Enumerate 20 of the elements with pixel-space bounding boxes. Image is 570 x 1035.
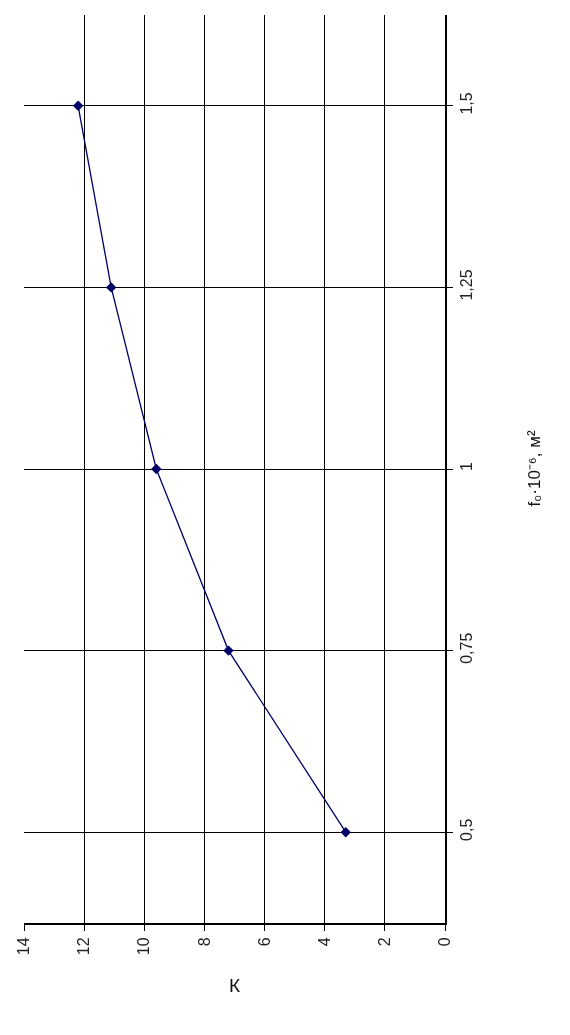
x-tick-label: 6 xyxy=(255,937,273,947)
y-tick-label: 1,25 xyxy=(458,269,476,301)
point xyxy=(151,463,162,475)
x-tick-label: 12 xyxy=(75,937,93,956)
point xyxy=(223,645,234,656)
x-tick-label: 0 xyxy=(436,937,454,947)
x-tick-label: 14 xyxy=(15,937,33,956)
y-axis-title: f₀·10⁻⁶, м² xyxy=(524,430,544,507)
point xyxy=(340,827,351,838)
y-tick-label: 1,5 xyxy=(458,92,476,115)
x-tick-label: 10 xyxy=(135,937,153,956)
y-tick-label: 1 xyxy=(458,462,476,472)
point xyxy=(106,282,117,293)
x-tick-label: 4 xyxy=(315,937,333,947)
y-tick-label: 0,5 xyxy=(458,818,476,841)
point xyxy=(72,100,84,111)
x-axis-title: К xyxy=(228,975,241,997)
x-tick-label: 8 xyxy=(195,937,213,947)
x-tick-label: 2 xyxy=(376,937,394,947)
y-tick-label: 0,75 xyxy=(458,632,476,664)
